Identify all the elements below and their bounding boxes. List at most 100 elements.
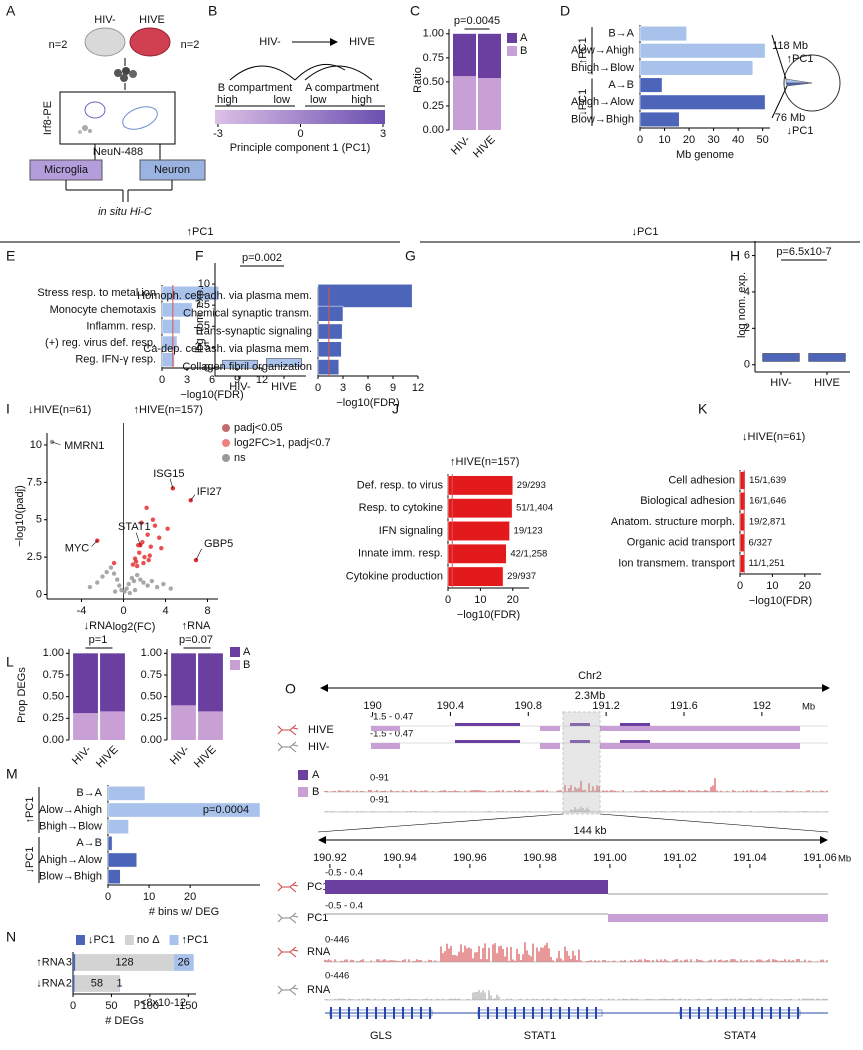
point [157, 535, 162, 540]
panel-letter: K [698, 401, 708, 417]
x-tick-label: 190 [363, 700, 381, 712]
annotation: p=0.0045 [454, 15, 500, 27]
panel-letter: N [6, 929, 16, 945]
panel-letter: A [6, 3, 16, 19]
x-tick-label: HIVE [814, 377, 840, 389]
bar [447, 566, 504, 587]
exon [541, 1007, 543, 1019]
category-label: Bhigh→Blow [571, 62, 634, 74]
diagram-text: high [351, 94, 372, 106]
legend-swatch [298, 787, 308, 797]
point-label: STAT1 [118, 521, 151, 533]
count-label: 11/1,251 [749, 558, 785, 569]
scale-tick-label: 0 [297, 128, 303, 140]
exon [478, 1007, 480, 1019]
point [150, 517, 156, 522]
legend-swatch [507, 46, 517, 56]
track-label: RNA [307, 946, 331, 958]
annotation: 76 Mb [775, 112, 806, 124]
x-tick-label: HIV- [229, 381, 251, 393]
y-axis-label: Prop DEGs [16, 667, 28, 723]
leader-line [195, 548, 202, 561]
pie-connector [771, 85, 788, 119]
neuron-icon [289, 946, 297, 953]
x-axis-label: −log10(FDR) [336, 397, 399, 409]
value-label: 58 [91, 977, 103, 989]
x-tick-label: 12 [256, 374, 268, 386]
diagram-text: n=2 [49, 39, 68, 51]
neuron-icon [292, 915, 299, 918]
category-label: Bhigh→Blow [39, 821, 102, 833]
exon [339, 1007, 341, 1019]
x-tick-label: 20 [184, 891, 196, 903]
track-title: Chr2 [578, 670, 602, 682]
annotation: p=6.5x10-7 [776, 246, 831, 258]
neuron-icon [292, 744, 299, 747]
bar [739, 471, 746, 490]
y-tick-label: 1.00 [43, 647, 64, 659]
group-label: ↑PC1 [24, 797, 36, 824]
diagram-text: A compartment [305, 82, 379, 94]
category-label: Ahigh→Alow [39, 854, 102, 866]
x-tick-label: 0 [445, 594, 451, 606]
x-tick-label: 191.02 [663, 852, 697, 864]
point [117, 583, 122, 588]
gene-label: GLS [370, 1030, 392, 1042]
value-label: 1 [116, 977, 122, 989]
bar-segment [119, 975, 120, 992]
bar-segment [198, 653, 223, 712]
x-tick-label: -4 [77, 605, 87, 617]
y-tick-label: 7.5 [27, 476, 42, 488]
y-tick-label: 0.00 [141, 734, 162, 746]
compartment [540, 726, 560, 731]
neuron-icon [289, 729, 297, 736]
point [108, 565, 114, 570]
y-tick-label: 0.50 [43, 691, 64, 703]
category-label: Chemical synaptic transm. [183, 308, 312, 320]
x-tick-label: 30 [707, 134, 719, 146]
point-label: GBP5 [204, 538, 233, 550]
exon [788, 1007, 790, 1019]
range-label: -0.5 - 0.4 [325, 901, 363, 912]
bar [317, 284, 413, 308]
bar [639, 60, 754, 76]
pie-wedge [785, 82, 813, 87]
legend-label: padj<0.05 [234, 422, 283, 434]
pc1-track [325, 880, 608, 894]
y-tick-label: 1.00 [141, 647, 162, 659]
x-tick-label: 190.8 [515, 700, 543, 712]
bar-segment [478, 78, 501, 130]
point [115, 577, 120, 582]
count-label: 42/1,258 [510, 548, 547, 559]
track-label: HIVE [308, 724, 334, 736]
exon [514, 1007, 516, 1019]
y-tick-label: 0.75 [423, 52, 444, 64]
arrow-head [820, 836, 828, 844]
neuron-icon [292, 727, 299, 730]
value-label: 2 [66, 977, 72, 989]
exon [698, 1007, 700, 1019]
exon [420, 1007, 422, 1019]
y-tick-label: 0 [744, 359, 750, 371]
x-tick-label: 0 [159, 374, 165, 386]
annotation: ↑HIVE(n=157) [134, 404, 203, 416]
x-tick-label: 4 [162, 605, 168, 617]
median-bar [266, 358, 302, 367]
bar [107, 836, 113, 851]
compartment [600, 743, 800, 749]
category-label: Cytokine production [346, 571, 443, 583]
x-tick-label: 50 [105, 1000, 117, 1012]
compartment [371, 726, 400, 731]
neuron-icon [292, 987, 299, 990]
point [144, 505, 149, 510]
count-label: 6/327 [749, 537, 773, 548]
unit-label: Mb [802, 702, 815, 713]
x-tick-label: 190.94 [383, 852, 417, 864]
point [168, 586, 173, 591]
arrow-head [318, 836, 326, 844]
bar [447, 521, 510, 541]
x-tick-label: 3 [184, 374, 190, 386]
point [145, 532, 150, 537]
panel-letter: L [6, 654, 14, 670]
